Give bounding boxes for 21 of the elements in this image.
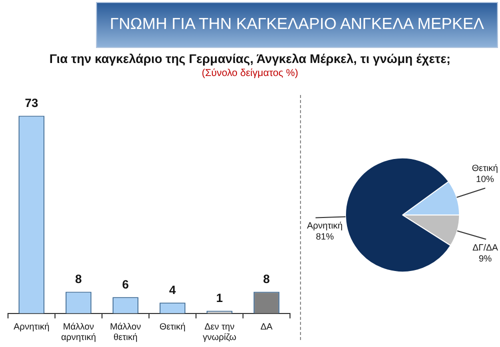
x-tick-label: Θετική bbox=[159, 321, 186, 332]
data-label: 4 bbox=[169, 282, 176, 297]
data-label: 8 bbox=[263, 272, 270, 286]
slice-label: Αρνητική bbox=[306, 220, 343, 231]
chart-subtitle: Για την καγκελάριο της Γερμανίας, Άνγκελα Μέρκελ, τι γνώμη έχετε; bbox=[48, 52, 452, 66]
x-tick-label: Μάλλον αρνητική bbox=[61, 321, 96, 342]
data-label: 81% bbox=[316, 232, 334, 242]
data-label: 1 bbox=[216, 291, 224, 306]
x-tick-label: ΔΑ bbox=[260, 321, 273, 332]
x-tick-label: Δεν την γνωρίζω bbox=[202, 321, 236, 342]
data-label: 10% bbox=[476, 174, 494, 184]
chart-title: ΓΝΩΜΗ ΓΙΑ ΤΗΝ ΚΑΓΚΕΛΑΡΙΟ ΑΝΓΚΕΛΑ ΜΕΡΚΕΛ bbox=[96, 2, 498, 48]
data-label: 6 bbox=[122, 277, 130, 292]
text: (Σύνολο δείγματος %) bbox=[200, 68, 300, 79]
slice-label: ΔΓ/ΔΑ bbox=[472, 242, 498, 252]
data-label: 9% bbox=[478, 253, 492, 264]
x-tick-label: Αρνητική bbox=[14, 321, 50, 332]
slice-label: Θετική bbox=[472, 163, 498, 174]
x-tick-label: Μάλλον θετική bbox=[110, 321, 142, 342]
data-label: 8 bbox=[75, 272, 82, 286]
data-label: 73 bbox=[24, 96, 38, 110]
